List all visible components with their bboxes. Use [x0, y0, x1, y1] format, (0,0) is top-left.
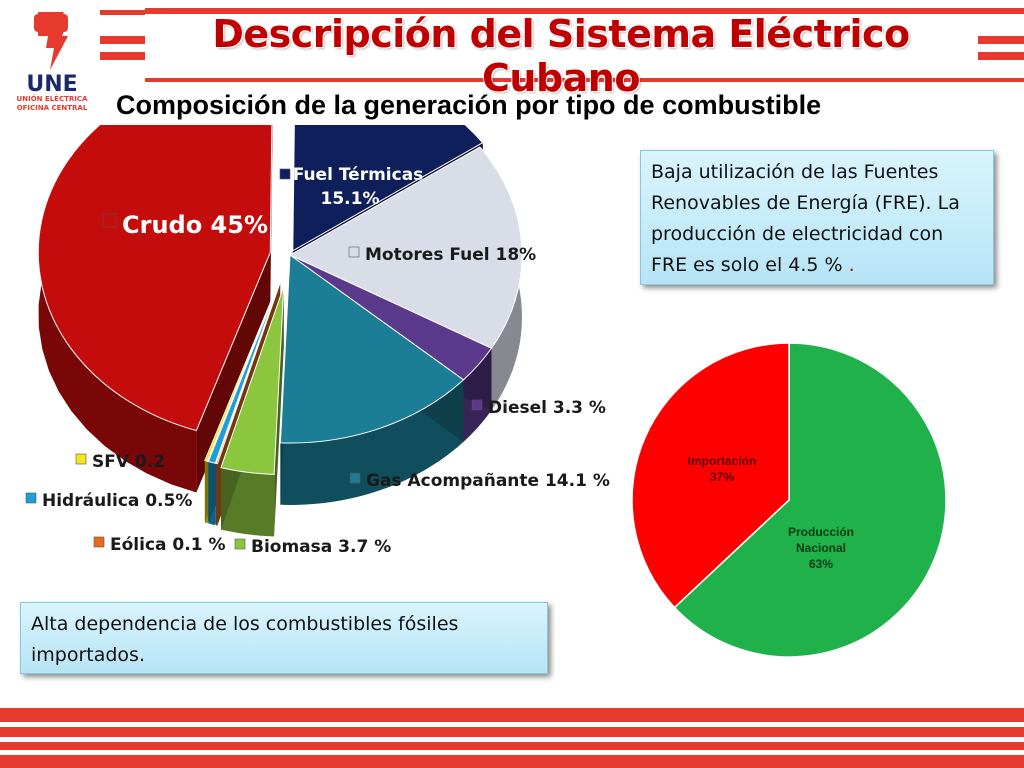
logo-sub2: OFICINA CENTRAL [17, 104, 88, 112]
legend-swatch-biomasa [234, 538, 246, 550]
pie-slice-produccion-nacional [673, 342, 947, 658]
footer-stripe-4 [0, 755, 1024, 768]
pie-slice-crudo [37, 125, 273, 432]
pie-slice-gas-acompanante [279, 254, 465, 444]
header-stripe-frame-top [145, 8, 1024, 14]
footer-stripe-3 [0, 742, 1024, 750]
slice-label-sfv: SFV 0.2 [92, 452, 165, 472]
header-stripe-left-1 [100, 36, 148, 44]
slice-label-produccion-nacional-0: Producción [788, 525, 854, 539]
page-title: Descripción del Sistema Eléctrico Cubano [212, 12, 910, 100]
chart-subtitle: Composición de la generación por tipo de… [116, 90, 822, 120]
legend-swatch-sfv [75, 453, 87, 465]
pie-slice-eolica [215, 282, 281, 465]
legend-swatch-eolica [93, 536, 105, 548]
slice-edge-crudo-1 [270, 125, 273, 315]
pie-slice-sfv [204, 282, 280, 462]
slice-label-gas-acompanante: Gas Acompañante 14.1 % [366, 471, 610, 491]
legend-swatch-hidraulica [25, 492, 37, 504]
legend-swatch-motores-fuel [348, 246, 360, 258]
logo-fist-block [34, 14, 68, 32]
logo-text: UNE [26, 72, 77, 97]
slice-value-fuel-termicas: 15.1% [321, 189, 380, 209]
une-logo: UNE UNIÓN ELÉCTRICA OFICINA CENTRAL [17, 12, 88, 112]
footer-stripe-1 [0, 708, 1024, 722]
fossil-callout: Alta dependencia de los combustibles fós… [20, 602, 548, 674]
header-stripe-left-top [100, 10, 148, 15]
slice-label-biomasa: Biomasa 3.7 % [251, 537, 391, 557]
fossil-callout-text: Alta dependencia de los combustibles fós… [31, 613, 459, 666]
pie-slice-biomasa [220, 286, 285, 475]
slice-label-importacion-0: Importación [688, 454, 757, 468]
slice-label-crudo: Crudo 45% [122, 211, 268, 239]
slice-label-eolica: Eólica 0.1 % [110, 535, 225, 555]
pie-slice-hidraulica [207, 282, 280, 464]
fuel-composition-pie-chart: Fuel Térmicas 15.1% Motores Fuel 18% Diesel… [25, 125, 610, 557]
header-stripe-left-2 [100, 52, 148, 60]
pie-slice-motores-fuel [288, 146, 523, 349]
slice-side-crudo [38, 125, 273, 493]
legend-swatch-diesel [471, 399, 483, 411]
footer-stripe-2 [0, 727, 1024, 737]
logo-sub1: UNIÓN ELÉCTRICA [17, 94, 88, 103]
slice-wall-crudo [38, 125, 273, 493]
slice-label-diesel: Diesel 3.3 % [488, 398, 606, 418]
renewables-callout-dot: . [842, 254, 855, 276]
slice-label-motores-fuel: Motores Fuel 18% [365, 245, 536, 265]
header-stripe-right-1 [978, 36, 1024, 44]
legend-swatch-fuel-termicas [279, 168, 291, 180]
legend-swatch-crudo [102, 213, 117, 228]
renewables-callout: Baja utilización de las Fuentes Renovabl… [640, 150, 994, 285]
slice-label-hidraulica: Hidráulica 0.5% [42, 491, 192, 511]
pie-slice-fuel-termicas [292, 125, 484, 252]
legend-swatch-gas-acompanante [349, 472, 361, 484]
title-frame [145, 14, 977, 78]
generation-source-pie-chart: Producción Nacional 63% Importación 37% [631, 342, 947, 658]
slice-edge-crudo-0 [196, 252, 271, 493]
header-stripe-right-2 [978, 52, 1024, 60]
slice-label-produccion-nacional-1: Nacional [796, 541, 846, 555]
slice-value-produccion-nacional: 63% [809, 557, 833, 571]
slice-wall-gas-acompanante [280, 379, 464, 505]
header-stripe-frame-bottom [145, 78, 1024, 82]
pie-slice-importacion [631, 342, 790, 609]
renewables-callout-text: Baja utilización de las Fuentes Renovabl… [651, 161, 960, 276]
slice-value-importacion: 37% [710, 470, 734, 484]
slice-label-fuel-termicas: Fuel Térmicas [293, 165, 424, 185]
